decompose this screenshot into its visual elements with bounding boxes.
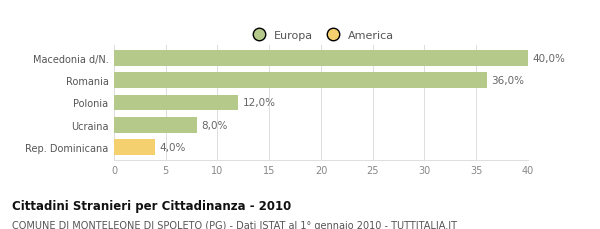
Bar <box>114 73 487 89</box>
Text: Cittadini Stranieri per Cittadinanza - 2010: Cittadini Stranieri per Cittadinanza - 2… <box>12 199 291 212</box>
Legend: Europa, America: Europa, America <box>244 26 398 45</box>
Text: 36,0%: 36,0% <box>491 76 524 86</box>
Bar <box>114 51 528 67</box>
Text: 4,0%: 4,0% <box>160 142 186 152</box>
Bar <box>114 117 197 133</box>
Bar <box>114 95 238 111</box>
Bar <box>114 139 155 155</box>
Text: 40,0%: 40,0% <box>532 54 565 64</box>
Text: COMUNE DI MONTELEONE DI SPOLETO (PG) - Dati ISTAT al 1° gennaio 2010 - TUTTITALI: COMUNE DI MONTELEONE DI SPOLETO (PG) - D… <box>12 220 457 229</box>
Text: 8,0%: 8,0% <box>201 120 227 130</box>
Text: 12,0%: 12,0% <box>242 98 275 108</box>
